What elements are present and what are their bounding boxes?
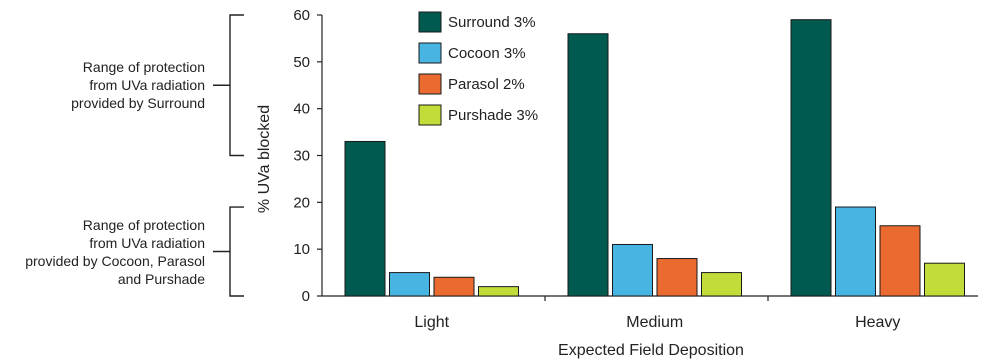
legend: Surround 3% Cocoon 3% Parasol 2% Purshade 3… [418,11,538,126]
annotation-text-line: Range of protection [82,216,205,233]
bar-surround-3--heavy [790,19,832,297]
annotation-text-line: provided by Surround [71,95,205,112]
y-axis-label: % UVa blocked [256,105,273,213]
bar-cocoon-3--heavy [835,206,876,297]
x-axis: Light Medium Heavy [322,295,978,331]
annotations [213,14,244,297]
y-axis: 0 10 20 30 40 50 60 [293,7,323,305]
legend-swatch-cocoon-3- [418,42,442,64]
y-tick-label: 20 [293,194,310,211]
annotation-text-line: Range of protection [82,59,205,76]
y-tick-label: 50 [293,54,310,71]
x-tick-label-light: Light [414,314,449,331]
legend-label: Cocoon 3% [448,45,526,62]
legend-swatch-purshade-3- [418,104,442,126]
x-axis-label: Expected Field Deposition [558,342,744,359]
legend-label: Surround 3% [448,14,536,31]
bar-surround-3--light [344,140,386,297]
bar-surround-3--medium [567,33,609,297]
legend-label: Purshade 3% [448,107,538,124]
bar-purshade-3--light [478,286,519,297]
bar-purshade-3--medium [701,272,742,297]
bar-parasol-2--heavy [879,225,921,297]
bar-cocoon-3--light [389,272,430,297]
y-tick-label: 60 [293,7,310,24]
y-tick-label: 30 [293,148,310,165]
y-tick-label: 10 [293,241,310,258]
y-tick-label: 0 [302,288,310,305]
x-tick-label-medium: Medium [626,314,683,331]
x-tick-label-heavy: Heavy [855,314,900,331]
annotation-bracket [229,14,244,157]
annotation-text-line: provided by Cocoon, Parasol [25,252,205,269]
annotation-text-line: and Purshade [117,270,205,287]
legend-label: Parasol 2% [448,76,525,93]
bar-cocoon-3--medium [612,243,653,297]
annotation-text-line: from UVa radiation [89,77,205,94]
bar-purshade-3--heavy [924,262,965,297]
annotation-bracket [229,206,244,297]
bar-parasol-2--light [433,276,475,297]
annotation-text-line: from UVa radiation [89,234,205,251]
legend-swatch-parasol-2- [418,73,442,95]
bar-parasol-2--medium [656,258,698,297]
bars [344,19,965,297]
y-tick-label: 40 [293,101,310,118]
legend-swatch-surround-3- [418,11,442,33]
